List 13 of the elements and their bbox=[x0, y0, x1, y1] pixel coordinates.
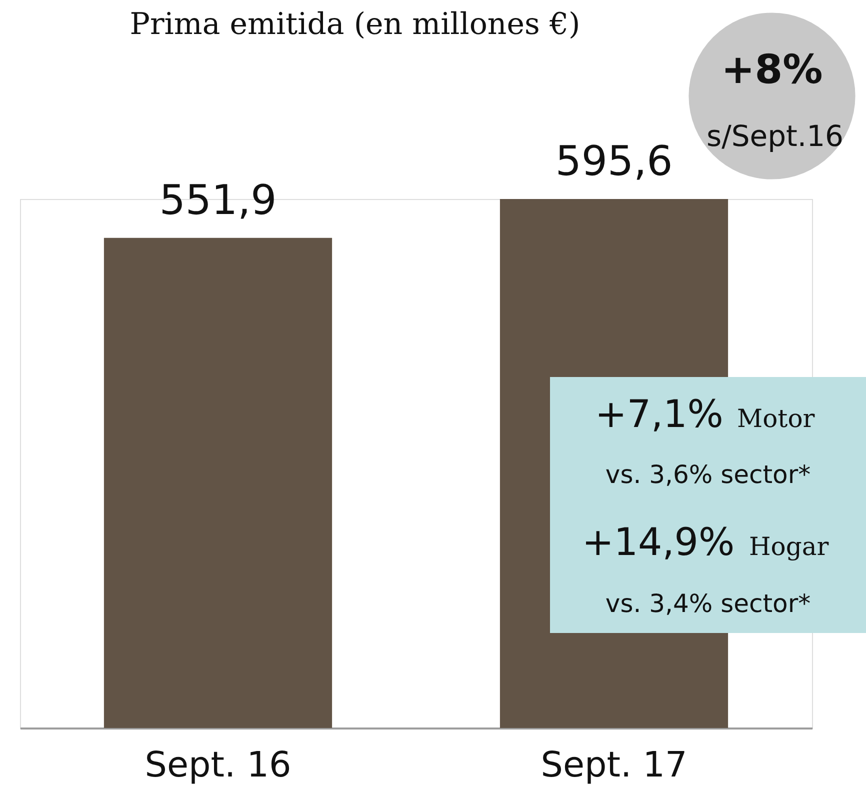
annotation: +7,1% bbox=[595, 392, 724, 436]
annotation: vs. 3,6% sector* bbox=[605, 460, 811, 489]
text: +8% bbox=[721, 47, 823, 93]
annotation: Hogar bbox=[749, 532, 829, 561]
chart-title: Prima emitida (en millones €) bbox=[130, 7, 580, 42]
annotation: vs. 3,4% sector* bbox=[605, 589, 811, 618]
data-label: 551,9 bbox=[159, 176, 277, 224]
data-label: 595,6 bbox=[555, 137, 673, 185]
text: s/Sept.16 bbox=[706, 119, 844, 153]
annotation: Motor bbox=[737, 404, 815, 433]
annotation: +14,9% bbox=[582, 520, 735, 564]
x-tick-label: Sept. 16 bbox=[144, 746, 292, 786]
x-tick-label: Sept. 17 bbox=[540, 746, 688, 786]
